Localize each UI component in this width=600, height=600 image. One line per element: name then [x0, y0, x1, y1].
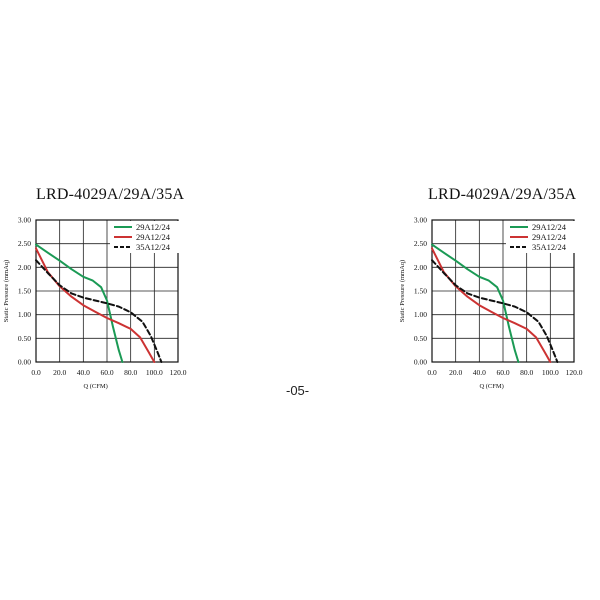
x-tick-label: 60.0	[100, 368, 113, 377]
y-tick-label: 2.00	[18, 263, 31, 272]
y-axis-label: Static Pressure (mmAq)	[399, 260, 406, 322]
x-tick-label: 20.0	[449, 368, 462, 377]
x-tick-label: 100.0	[542, 368, 559, 377]
legend-label: 29A12/24	[532, 222, 567, 232]
chart-plot: 0.0 20.0 40.0 60.0 80.0 100.0 120.0 0.00 0.50 1.0…	[3, 216, 187, 391]
legend-label: 29A12/24	[136, 232, 171, 242]
chart-title: LRD-4029A/29A/35A	[428, 186, 577, 203]
y-tick-label: 1.50	[414, 287, 427, 296]
y-tick-label: 0.50	[414, 334, 427, 343]
chart-plot: 0.0 20.0 40.0 60.0 80.0 100.0 120.0 0.00 0.50 1.0…	[399, 216, 583, 391]
y-axis-label: Static Pressure (mmAq)	[3, 260, 10, 322]
x-tick-label: 80.0	[520, 368, 533, 377]
y-tick-label: 2.00	[414, 263, 427, 272]
x-axis-label: Q (CFM)	[83, 383, 107, 390]
x-tick-label: 40.0	[473, 368, 486, 377]
series-line-3	[35, 259, 163, 363]
x-tick-label: 120.0	[170, 368, 187, 377]
y-tick-label: 0.50	[18, 334, 31, 343]
y-tick-label: 3.00	[18, 216, 31, 225]
series-line-2	[431, 247, 552, 363]
x-tick-label: 120.0	[566, 368, 583, 377]
y-tick-label: 1.00	[414, 310, 427, 319]
y-tick-label: 3.00	[414, 216, 427, 225]
y-tick-label: 0.00	[18, 358, 31, 367]
plot-frame	[431, 219, 575, 363]
plot-frame	[35, 219, 179, 363]
chart-title: LRD-4029A/29A/35A	[36, 186, 185, 203]
x-tick-label: 100.0	[146, 368, 163, 377]
x-tick-label: 40.0	[77, 368, 90, 377]
legend-label: 35A12/24	[136, 242, 171, 252]
y-tick-label: 0.00	[414, 358, 427, 367]
series-line-1	[431, 243, 520, 363]
page-number: -05-	[286, 383, 310, 398]
chart-right: LRD-4029A/29A/35A 0.0 20.0 40.0 60.0 80.0 100…	[396, 0, 600, 600]
y-tick-label: 1.50	[18, 287, 31, 296]
legend-label: 29A12/24	[532, 232, 567, 242]
x-axis-label: Q (CFM)	[479, 383, 503, 390]
y-tick-label: 1.00	[18, 310, 31, 319]
x-tick-label: 0.0	[31, 368, 41, 377]
series-line-2	[35, 247, 156, 363]
legend-label: 29A12/24	[136, 222, 171, 232]
series-line-1	[35, 243, 124, 363]
y-tick-label: 2.50	[18, 239, 31, 248]
chart-left: LRD-4029A/29A/35A 0.0 20.0 40.0 60.0 80.0 100…	[3, 186, 187, 391]
series-line-3	[431, 259, 559, 363]
x-tick-label: 80.0	[124, 368, 137, 377]
x-tick-label: 60.0	[496, 368, 509, 377]
legend-label: 35A12/24	[532, 242, 567, 252]
y-tick-label: 2.50	[414, 239, 427, 248]
x-tick-label: 0.0	[427, 368, 437, 377]
x-tick-label: 20.0	[53, 368, 66, 377]
